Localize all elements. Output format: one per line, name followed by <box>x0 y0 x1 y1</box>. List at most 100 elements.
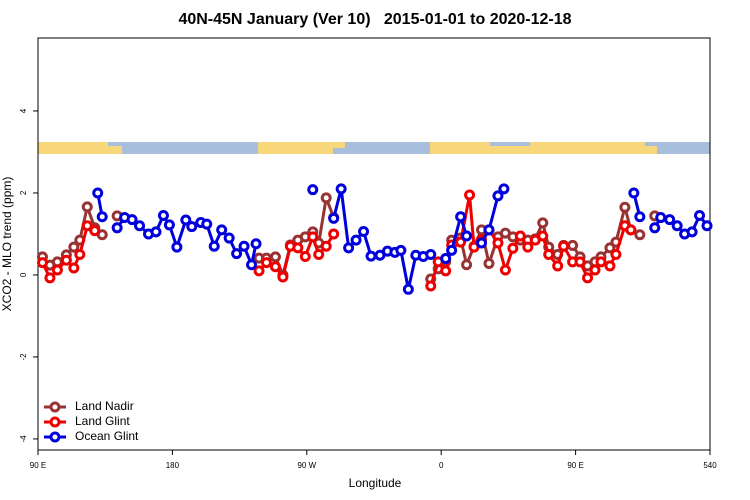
point <box>307 231 319 243</box>
plot-frame <box>37 37 711 451</box>
point <box>537 230 549 242</box>
point <box>402 283 414 295</box>
point <box>292 242 304 254</box>
legend-label: Ocean Glint <box>75 429 139 443</box>
point <box>81 220 93 232</box>
point <box>558 240 570 252</box>
point <box>163 219 175 231</box>
point <box>216 224 228 236</box>
point <box>522 241 534 253</box>
x-tick-label: 540 <box>703 461 717 470</box>
x-tick-label: 90 E <box>567 461 583 470</box>
point <box>60 254 72 266</box>
point <box>671 220 683 232</box>
point <box>455 211 467 223</box>
point <box>446 244 458 256</box>
point <box>634 211 646 223</box>
point <box>694 210 706 222</box>
point <box>604 260 616 272</box>
x-tick-label: 90 W <box>297 461 316 470</box>
point <box>186 221 198 233</box>
point <box>171 241 183 253</box>
point <box>68 262 80 274</box>
point <box>483 224 495 236</box>
point <box>543 248 555 260</box>
point <box>440 265 452 277</box>
point <box>343 242 355 254</box>
point <box>68 241 80 253</box>
point <box>595 256 607 268</box>
point <box>320 240 332 252</box>
y-tick-label: -4 <box>19 435 28 443</box>
point <box>628 187 640 199</box>
point <box>455 236 467 248</box>
chart-title: 40N-45N January (Ver 10) 2015-01-01 to 2… <box>178 11 571 28</box>
y-tick-label: 2 <box>19 190 28 195</box>
point <box>328 212 340 224</box>
point <box>425 248 437 260</box>
legend-marker <box>49 401 61 413</box>
point <box>610 248 622 260</box>
point <box>464 189 476 201</box>
legend-marker <box>49 416 61 428</box>
point <box>461 230 473 242</box>
point <box>246 259 258 271</box>
point <box>313 248 325 260</box>
point <box>395 244 407 256</box>
point <box>74 248 86 260</box>
point <box>425 280 437 292</box>
point <box>335 183 347 195</box>
point <box>634 229 646 241</box>
y-axis-label: XCO2 - MLO trend (ppm) <box>0 177 14 312</box>
point <box>567 239 579 251</box>
point <box>358 225 370 237</box>
point <box>619 201 631 213</box>
x-tick-label: 180 <box>166 461 180 470</box>
point <box>499 264 511 276</box>
point <box>231 248 243 260</box>
point <box>89 225 101 237</box>
point <box>701 220 713 232</box>
point <box>81 201 93 213</box>
point <box>582 272 594 284</box>
point <box>589 264 601 276</box>
point <box>483 257 495 269</box>
point <box>307 184 319 196</box>
point <box>51 264 63 276</box>
point <box>208 240 220 252</box>
point <box>507 242 519 254</box>
y-tick-label: -2 <box>19 353 28 361</box>
point <box>260 257 272 269</box>
point <box>350 234 362 246</box>
x-tick-label: 90 E <box>30 461 46 470</box>
point <box>476 237 488 249</box>
point <box>44 272 56 284</box>
point <box>277 271 289 283</box>
point <box>574 256 586 268</box>
point <box>253 265 265 277</box>
land-ocean-strip <box>38 142 710 154</box>
point <box>223 232 235 244</box>
point <box>238 240 250 252</box>
point <box>150 226 162 238</box>
x-tick-label: 0 <box>439 461 444 470</box>
legend-marker <box>49 431 61 443</box>
point <box>92 187 104 199</box>
legend-label: Land Nadir <box>75 399 134 413</box>
point <box>552 260 564 272</box>
point <box>492 190 504 202</box>
point <box>180 214 192 226</box>
point <box>440 253 452 265</box>
point <box>492 237 504 249</box>
point <box>111 222 123 234</box>
point <box>320 192 332 204</box>
point <box>328 228 340 240</box>
point <box>498 183 510 195</box>
point <box>625 224 637 236</box>
point <box>96 211 108 223</box>
point <box>250 238 262 250</box>
x-axis-label: Longitude <box>349 476 402 490</box>
legend-label: Land Glint <box>75 414 130 428</box>
point <box>269 251 281 263</box>
